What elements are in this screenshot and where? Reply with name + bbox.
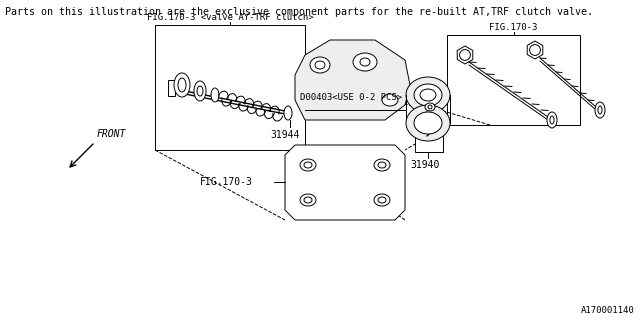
Ellipse shape: [378, 197, 386, 203]
Ellipse shape: [310, 57, 330, 73]
Ellipse shape: [284, 106, 292, 120]
Ellipse shape: [211, 88, 219, 102]
Text: 31944: 31944: [270, 130, 300, 140]
Ellipse shape: [406, 105, 450, 141]
Text: 31940: 31940: [410, 160, 440, 170]
Ellipse shape: [353, 53, 377, 71]
Polygon shape: [457, 46, 473, 64]
Ellipse shape: [414, 112, 442, 134]
Ellipse shape: [304, 197, 312, 203]
Ellipse shape: [595, 102, 605, 118]
Ellipse shape: [374, 194, 390, 206]
Ellipse shape: [530, 44, 540, 55]
Ellipse shape: [598, 106, 602, 114]
Text: D00403<USE 0-2 PCS>: D00403<USE 0-2 PCS>: [300, 93, 402, 102]
Ellipse shape: [406, 77, 450, 113]
Ellipse shape: [315, 61, 325, 69]
Ellipse shape: [460, 50, 470, 60]
Text: A170001140: A170001140: [581, 306, 635, 315]
Text: FIG.170-3 <valve AY-TRF clutch>: FIG.170-3 <valve AY-TRF clutch>: [147, 13, 314, 22]
Bar: [447, 35, 580, 125]
Ellipse shape: [428, 105, 432, 109]
Ellipse shape: [550, 116, 554, 124]
Ellipse shape: [420, 89, 436, 101]
Text: FIG.170-3: FIG.170-3: [490, 23, 538, 32]
Ellipse shape: [300, 159, 316, 171]
Ellipse shape: [414, 84, 442, 106]
Ellipse shape: [178, 78, 186, 92]
Ellipse shape: [300, 194, 316, 206]
Ellipse shape: [174, 73, 190, 97]
Text: FIG.170-3: FIG.170-3: [200, 177, 253, 187]
Polygon shape: [527, 41, 543, 59]
Bar: [415, 136, 443, 152]
Text: FRONT: FRONT: [97, 129, 126, 139]
Ellipse shape: [382, 94, 398, 106]
Bar: [155, 25, 305, 150]
Ellipse shape: [378, 162, 386, 168]
Ellipse shape: [374, 159, 390, 171]
Polygon shape: [285, 145, 405, 220]
Ellipse shape: [197, 86, 203, 96]
Ellipse shape: [194, 81, 206, 101]
Text: Parts on this illustration are the exclusive component parts for the re-built AT: Parts on this illustration are the exclu…: [5, 7, 593, 17]
Ellipse shape: [425, 103, 435, 111]
Polygon shape: [295, 40, 410, 120]
Ellipse shape: [304, 162, 312, 168]
Ellipse shape: [547, 112, 557, 128]
Ellipse shape: [360, 58, 370, 66]
Bar: [168, 80, 175, 96]
